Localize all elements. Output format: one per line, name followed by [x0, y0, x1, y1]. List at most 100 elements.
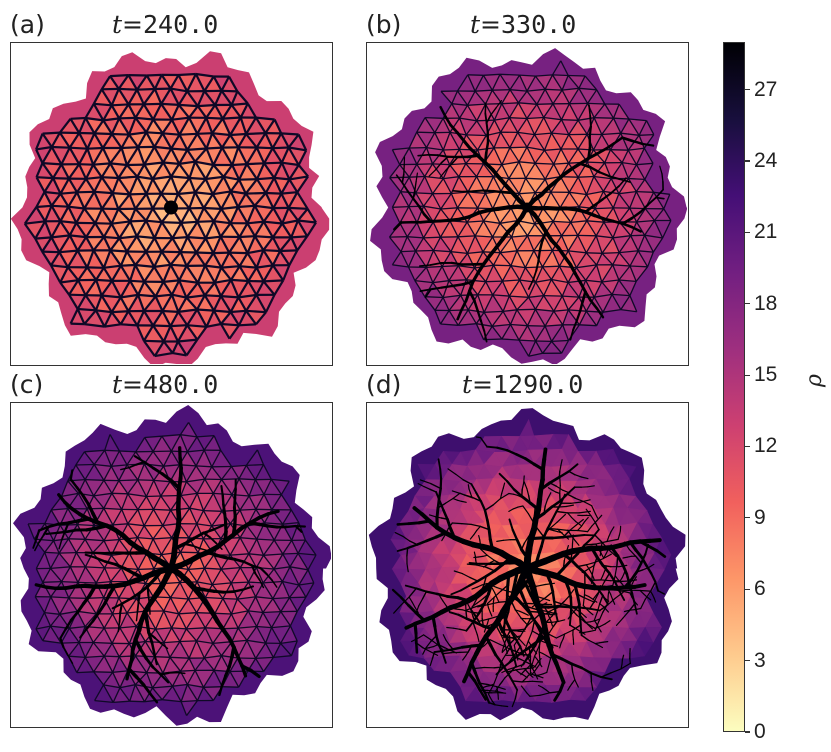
- network-edge: [239, 525, 248, 539]
- network-edge: [636, 162, 654, 166]
- network-edge: [179, 640, 197, 643]
- network-edge: [180, 684, 189, 702]
- network-edge: [134, 117, 148, 133]
- network-edge: [85, 566, 105, 569]
- channel-segment: [575, 310, 582, 322]
- network-edge: [187, 324, 207, 328]
- network-edge: [222, 116, 241, 120]
- network-edge: [172, 236, 188, 240]
- channel-segment: [396, 522, 410, 526]
- channel-segment: [508, 508, 514, 513]
- network-edge: [113, 700, 130, 704]
- network-edge: [84, 279, 98, 296]
- network-edge: [459, 104, 469, 119]
- network-edge: [560, 60, 569, 76]
- network-edge: [152, 310, 164, 327]
- network-edge: [143, 266, 156, 283]
- channel-segment: [113, 562, 127, 570]
- network-edge: [282, 521, 299, 525]
- channel-segment: [408, 587, 417, 598]
- network-edge: [424, 175, 444, 180]
- network-edge: [178, 134, 189, 151]
- network-edge: [143, 146, 156, 166]
- network-edge: [119, 687, 131, 702]
- network-edge: [533, 117, 545, 135]
- network-edge: [178, 163, 191, 179]
- network-edge: [196, 523, 204, 540]
- network-edge: [639, 133, 654, 136]
- network-edge: [111, 280, 122, 298]
- network-edge: [552, 103, 563, 121]
- network-edge: [567, 282, 580, 298]
- network-edge: [135, 220, 148, 237]
- network-edge: [103, 507, 114, 526]
- network-edge: [219, 236, 231, 254]
- network-edge: [50, 205, 62, 222]
- network-edge: [41, 162, 54, 179]
- channel-segment: [552, 529, 559, 533]
- channel-segment: [404, 584, 418, 590]
- network-edge: [232, 163, 247, 167]
- channel-segment: [191, 544, 202, 550]
- network-edge: [221, 479, 233, 495]
- network-edge: [177, 338, 198, 343]
- network-edge: [111, 192, 120, 210]
- network-edge: [220, 449, 233, 467]
- network-edge: [612, 207, 620, 223]
- channel-segment: [486, 603, 490, 609]
- network-edge: [93, 641, 113, 644]
- channel-segment: [589, 299, 599, 311]
- network-edge: [67, 266, 80, 281]
- network-edge: [180, 207, 191, 224]
- network-edge: [196, 612, 206, 629]
- channel-segment: [460, 299, 468, 312]
- channel-segment: [67, 654, 74, 665]
- network-edge: [36, 176, 54, 180]
- network-edge: [103, 479, 113, 494]
- network-edge: [434, 117, 444, 134]
- network-edge: [134, 193, 148, 210]
- network-edge: [594, 293, 613, 298]
- channel-segment: [94, 556, 107, 563]
- network-edge: [553, 148, 562, 165]
- network-edge: [482, 74, 493, 91]
- network-edge: [562, 324, 570, 341]
- panel-b-time: t=330.0: [470, 10, 577, 39]
- network-edge: [205, 104, 217, 119]
- network-edge: [118, 523, 129, 540]
- network-edge: [205, 596, 223, 600]
- channel-segment: [574, 474, 582, 478]
- network-edge: [100, 294, 113, 313]
- network-edge: [568, 119, 579, 135]
- network-edge: [612, 235, 631, 239]
- network-edge: [161, 102, 179, 106]
- channel-segment: [129, 591, 141, 600]
- network-edge: [144, 699, 163, 703]
- network-edge: [262, 221, 274, 238]
- network-edge: [203, 282, 216, 296]
- channel-segment: [512, 493, 519, 497]
- network-edge: [237, 193, 247, 208]
- network-edge: [475, 323, 485, 340]
- channel-segment: [477, 597, 484, 604]
- network-edge: [163, 627, 173, 643]
- channel-segment: [441, 534, 446, 542]
- network-edge: [604, 149, 612, 164]
- network-edge: [77, 610, 97, 615]
- network-edge: [118, 103, 130, 120]
- network-edge: [221, 104, 233, 120]
- channel-segment: [415, 641, 419, 654]
- network-edge: [501, 147, 511, 165]
- network-edge: [177, 297, 188, 313]
- channel-segment: [176, 671, 186, 675]
- network-edge: [27, 523, 35, 540]
- channel-segment: [598, 594, 604, 605]
- network-edge: [195, 449, 205, 467]
- network-edge: [618, 190, 637, 195]
- channel-segment: [505, 583, 510, 598]
- network-edge: [128, 626, 137, 644]
- channel-segment: [470, 600, 477, 611]
- network-edge: [230, 598, 238, 615]
- network-edge: [577, 220, 588, 236]
- network-edge: [189, 507, 204, 512]
